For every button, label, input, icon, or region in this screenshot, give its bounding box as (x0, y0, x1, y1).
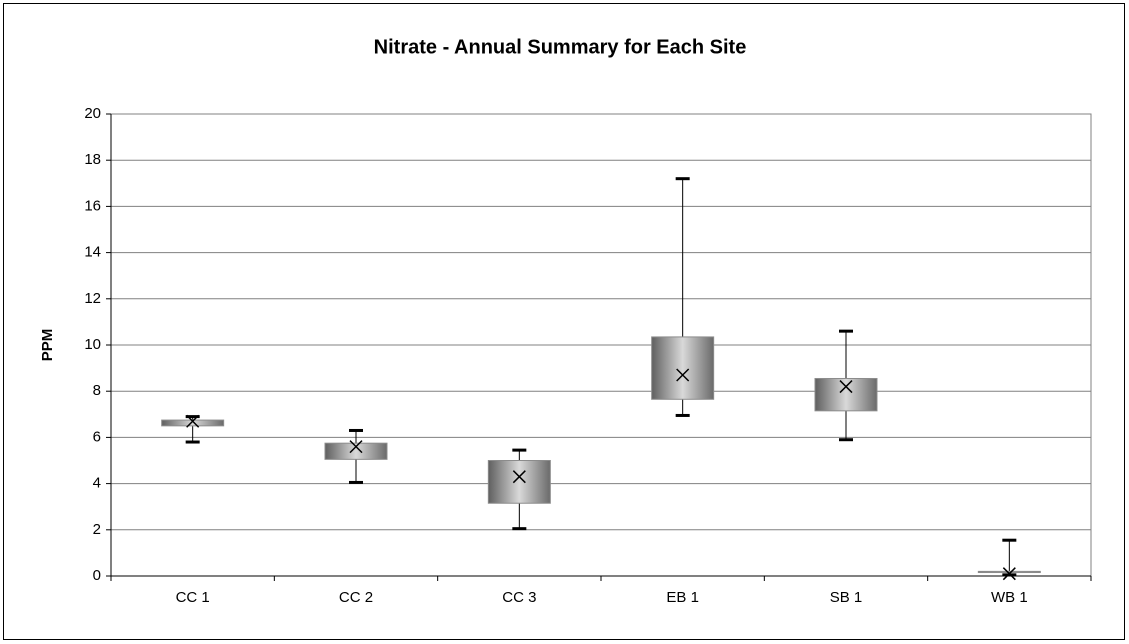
x-tick-label: CC 3 (502, 589, 536, 606)
chart-title: Nitrate - Annual Summary for Each Site (374, 36, 747, 58)
y-tick-label: 6 (93, 428, 101, 445)
box (977, 570, 1041, 574)
y-axis-label: PPM (39, 329, 56, 362)
box (324, 442, 388, 460)
y-tick-label: 8 (93, 382, 101, 399)
y-tick-label: 18 (84, 151, 101, 168)
mean-marker (1002, 567, 1016, 581)
y-tick-label: 4 (93, 475, 101, 492)
x-tick-label: WB 1 (991, 589, 1028, 606)
x-tick-label: SB 1 (830, 589, 863, 606)
y-tick-label: 14 (84, 244, 101, 261)
mean-marker (676, 368, 690, 382)
y-tick-label: 10 (84, 336, 101, 353)
mean-marker (512, 470, 526, 484)
y-tick-label: 20 (84, 105, 101, 122)
box (487, 460, 551, 504)
x-tick-label: CC 2 (339, 589, 373, 606)
mean-marker (349, 440, 363, 454)
y-tick-label: 12 (84, 290, 101, 307)
x-tick-label: CC 1 (176, 589, 210, 606)
y-tick-label: 0 (93, 567, 101, 584)
x-tick-label: EB 1 (666, 589, 699, 606)
box (161, 419, 225, 427)
mean-marker (839, 380, 853, 394)
mean-marker (186, 414, 200, 428)
box (814, 377, 878, 412)
y-tick-label: 16 (84, 197, 101, 214)
y-tick-label: 2 (93, 521, 101, 538)
box (651, 336, 715, 400)
